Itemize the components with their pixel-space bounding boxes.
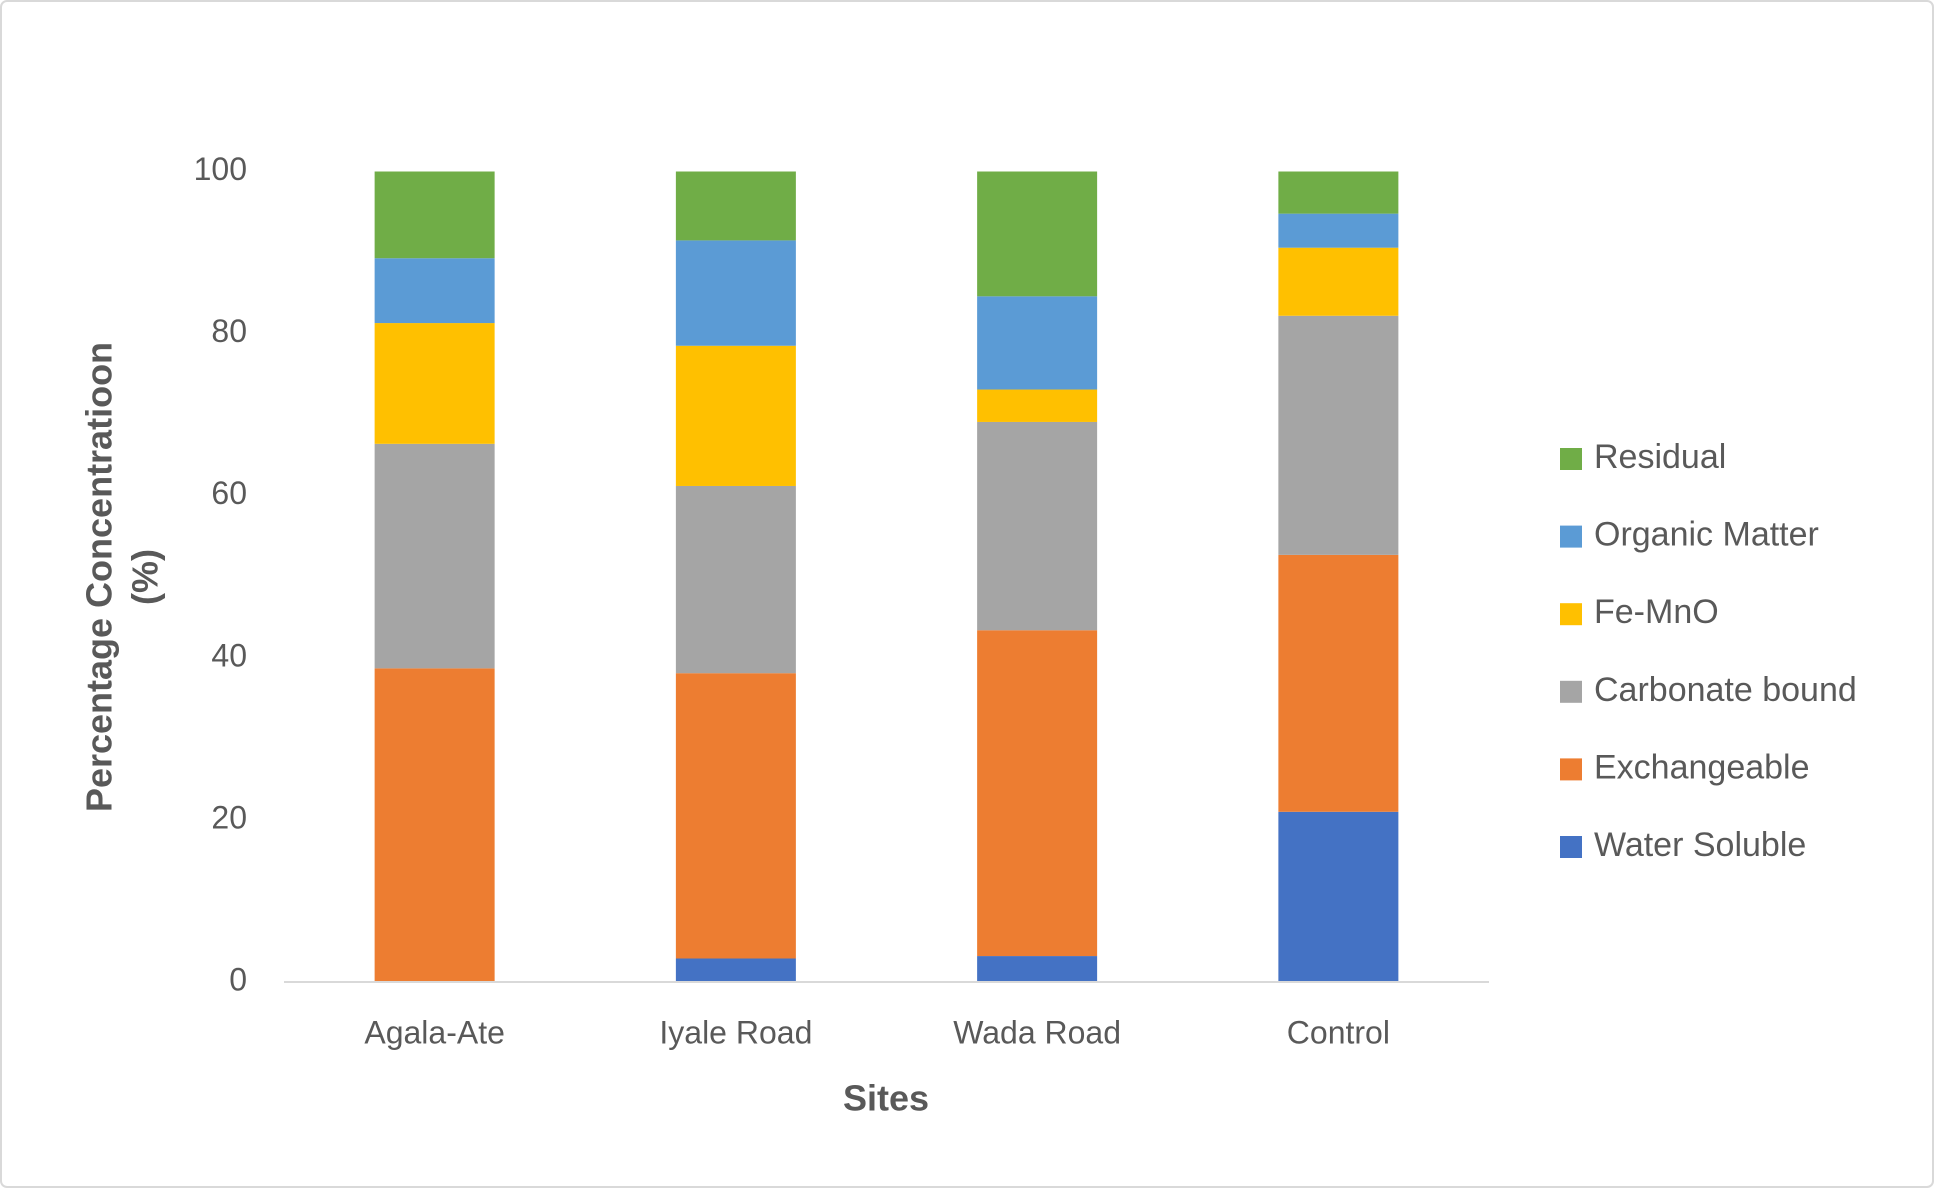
bar-segment <box>675 240 796 346</box>
bar-segment <box>675 485 796 674</box>
bar-segment <box>1278 811 1399 982</box>
y-tick-label: 0 <box>229 961 247 997</box>
bar-segment <box>1278 554 1399 812</box>
bar-segment <box>1278 315 1399 555</box>
bar-segment <box>374 323 495 444</box>
bar-segment <box>374 443 495 669</box>
bar-segment <box>977 389 1098 422</box>
y-axis-title: Percentage Concentratioon <box>79 342 120 812</box>
legend-swatch <box>1560 448 1582 470</box>
y-tick-label: 40 <box>211 637 247 673</box>
bar-segment <box>675 673 796 959</box>
bar-segment <box>977 630 1098 957</box>
legend-swatch <box>1560 603 1582 626</box>
legend-label: Carbonate bound <box>1594 671 1857 709</box>
bar-segment <box>1278 171 1399 214</box>
y-tick-label: 80 <box>211 313 247 349</box>
bar-segment <box>1278 213 1399 248</box>
legend-label: Organic Matter <box>1594 516 1819 554</box>
bar-segment <box>977 421 1098 631</box>
bar-segment <box>977 296 1098 390</box>
bar-segment <box>675 345 796 486</box>
legend-swatch <box>1560 836 1582 858</box>
x-axis-title: Sites <box>843 1078 929 1119</box>
bar-segment <box>374 258 495 324</box>
legend-swatch <box>1560 680 1582 703</box>
legend-label: Residual <box>1594 438 1726 476</box>
bar-segment <box>977 956 1098 982</box>
legend-swatch <box>1560 525 1582 548</box>
legend-swatch <box>1560 758 1582 781</box>
bar-segment <box>374 171 495 259</box>
bar-segment <box>374 668 495 982</box>
x-tick-label: Agala-Ate <box>364 1014 505 1050</box>
legend-label: Exchangeable <box>1594 748 1810 786</box>
y-tick-label: 100 <box>194 151 247 187</box>
x-tick-label: Iyale Road <box>659 1014 812 1050</box>
legend-label: Fe-MnO <box>1594 593 1719 631</box>
bar-segment <box>977 171 1098 297</box>
x-tick-label: Wada Road <box>953 1014 1121 1050</box>
y-tick-label: 60 <box>211 475 247 511</box>
legend-label: Water Soluble <box>1594 826 1806 864</box>
bar-segment <box>1278 247 1399 316</box>
x-tick-label: Control <box>1287 1014 1390 1050</box>
y-axis-title: (%) <box>125 549 166 605</box>
bar-segment <box>675 171 796 241</box>
y-tick-label: 20 <box>211 799 247 835</box>
bar-segment <box>675 958 796 982</box>
